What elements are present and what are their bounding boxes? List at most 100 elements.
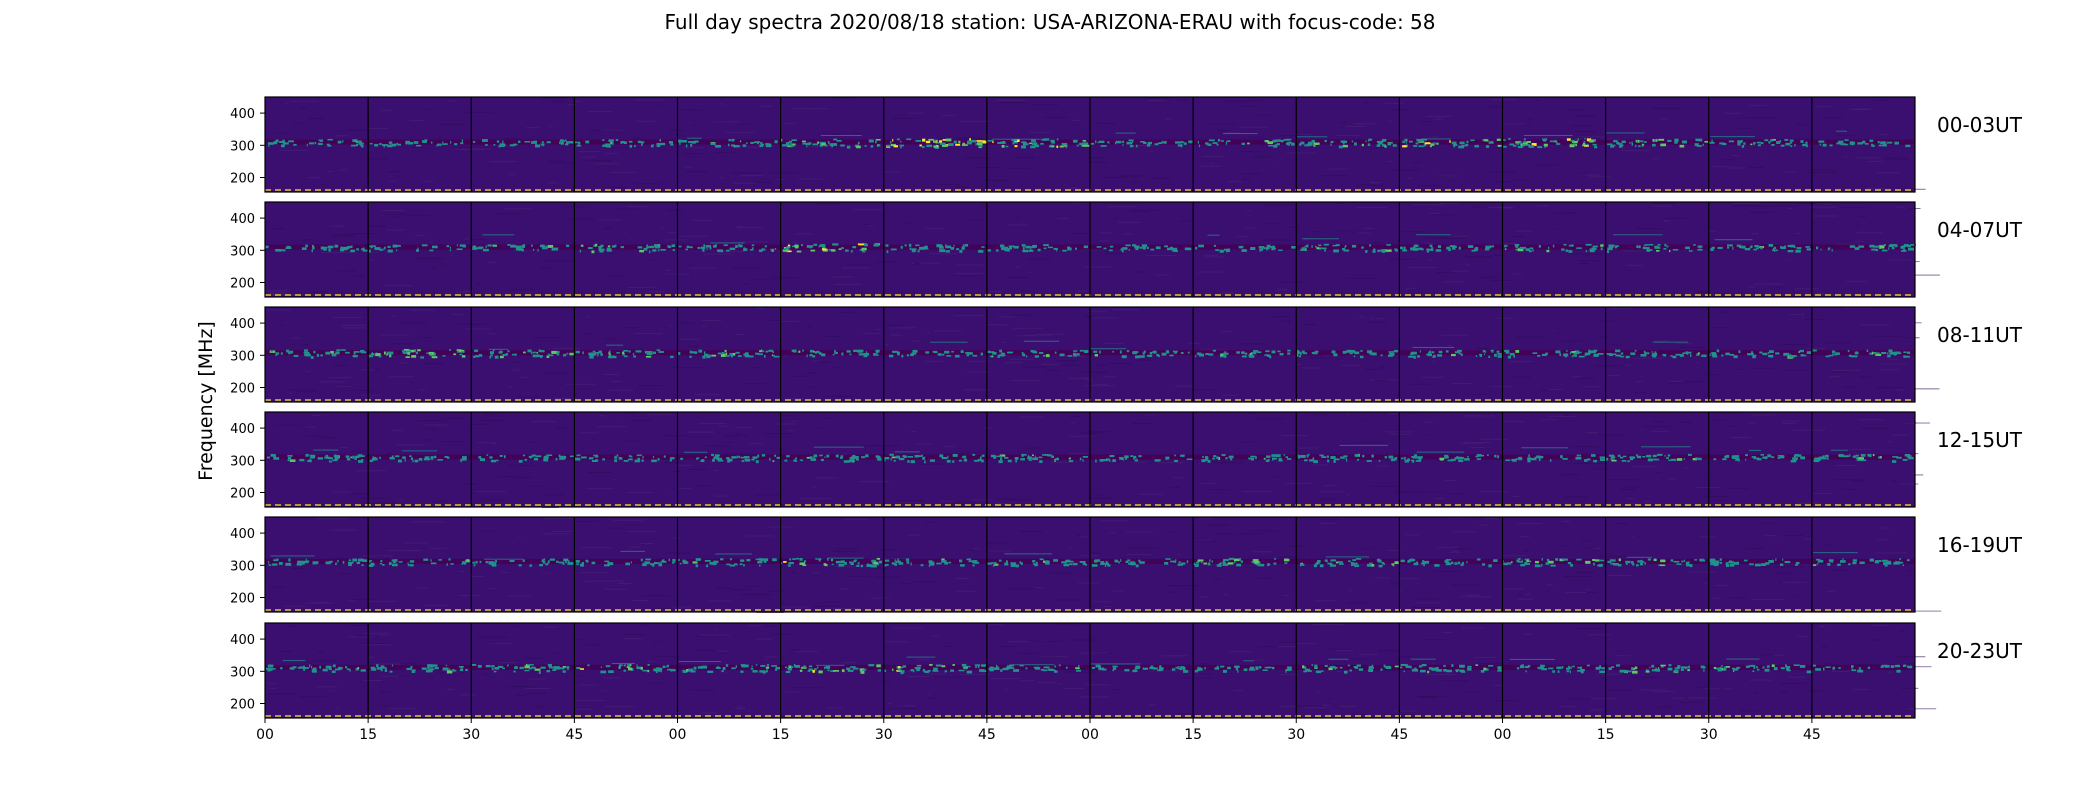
signal-pixel [686,668,690,672]
signal-pixel [1408,355,1415,358]
signal-pixel [900,671,904,675]
noise-streak [1728,167,1746,169]
noise-streak [1145,97,1173,99]
noise-streak [779,320,799,322]
signal-pixel [1313,352,1318,355]
signal-pixel [1264,140,1269,143]
signal-pixel [417,247,419,251]
noise-streak [1581,547,1594,549]
signal-pixel [1528,250,1532,253]
noise-streak [1749,567,1770,569]
signal-pixel [783,247,787,249]
signal-pixel [1140,140,1145,143]
signal-pixel [578,142,581,145]
signal-pixel [602,144,608,147]
signal-pixel [755,141,760,143]
signal-pixel [791,139,797,141]
signal-pixel [1169,354,1174,357]
signal-pixel [1849,141,1854,144]
signal-pixel [945,245,952,249]
signal-pixel [992,351,997,355]
noise-streak [1203,254,1219,256]
noise-streak [481,501,485,503]
noise-streak [516,694,528,696]
noise-streak [1857,419,1886,421]
signal-pixel [1311,664,1314,666]
secondary-trace [1009,664,1055,666]
signal-pixel [1657,453,1663,456]
signal-pixel [865,454,869,458]
noise-streak [1363,227,1374,229]
signal-pixel [1607,247,1613,251]
signal-pixel [982,140,989,144]
signal-pixel [318,139,320,142]
signal-pixel [864,244,869,247]
noise-streak [847,264,872,266]
signal-pixel [659,142,666,146]
signal-pixel [1172,350,1178,353]
noise-streak [339,169,347,171]
noise-streak [376,643,388,645]
noise-streak [1239,533,1264,535]
noise-streak [725,714,740,716]
noise-streak [1782,369,1807,371]
signal-pixel [1610,458,1615,460]
signal-pixel [743,564,745,567]
signal-pixel [1208,139,1215,142]
signal-pixel [1458,145,1465,149]
signal-pixel [281,144,285,148]
noise-streak [1635,228,1666,230]
noise-streak [1608,344,1622,346]
signal-pixel [1548,246,1550,249]
signal-pixel [659,667,663,670]
signal-pixel [762,670,766,674]
signal-pixel [513,143,518,146]
signal-pixel [1511,561,1513,563]
noise-streak [841,662,858,664]
signal-pixel [724,349,727,352]
signal-pixel [1128,248,1130,251]
signal-pixel [1299,563,1305,566]
noise-streak [1126,531,1154,533]
noise-streak [844,518,868,520]
signal-pixel [811,245,814,248]
noise-streak [778,415,798,417]
noise-streak [966,360,991,362]
signal-pixel [587,247,593,250]
signal-pixel [352,558,357,562]
signal-pixel [1660,559,1666,563]
signal-pixel [1599,457,1602,460]
signal-pixel [774,140,778,144]
noise-streak [508,289,534,291]
noise-streak [1222,394,1238,396]
signal-pixel [711,453,715,456]
noise-streak [1682,604,1693,606]
signal-pixel [671,561,675,564]
noise-streak [1762,522,1776,524]
signal-pixel [785,248,790,251]
noise-streak [714,152,735,154]
noise-streak [307,177,322,179]
signal-pixel [391,143,397,147]
noise-streak [1174,385,1195,387]
signal-pixel [1273,351,1275,354]
noise-streak [1778,344,1808,346]
signal-pixel [658,351,664,353]
signal-pixel [1576,247,1582,249]
signal-pixel [1593,349,1598,352]
signal-pixel [1889,351,1896,354]
signal-pixel [1523,140,1526,144]
signal-pixel [524,458,527,461]
signal-pixel [637,140,642,144]
signal-pixel [1816,562,1819,565]
signal-pixel [1458,456,1464,460]
signal-pixel [1054,665,1057,668]
signal-pixel [704,559,711,562]
signal-pixel [1076,669,1082,672]
signal-pixel [1217,139,1221,142]
signal-pixel [751,247,754,250]
signal-pixel [421,140,425,143]
signal-pixel [670,355,674,359]
signal-pixel [1380,668,1383,671]
signal-pixel [619,666,622,669]
